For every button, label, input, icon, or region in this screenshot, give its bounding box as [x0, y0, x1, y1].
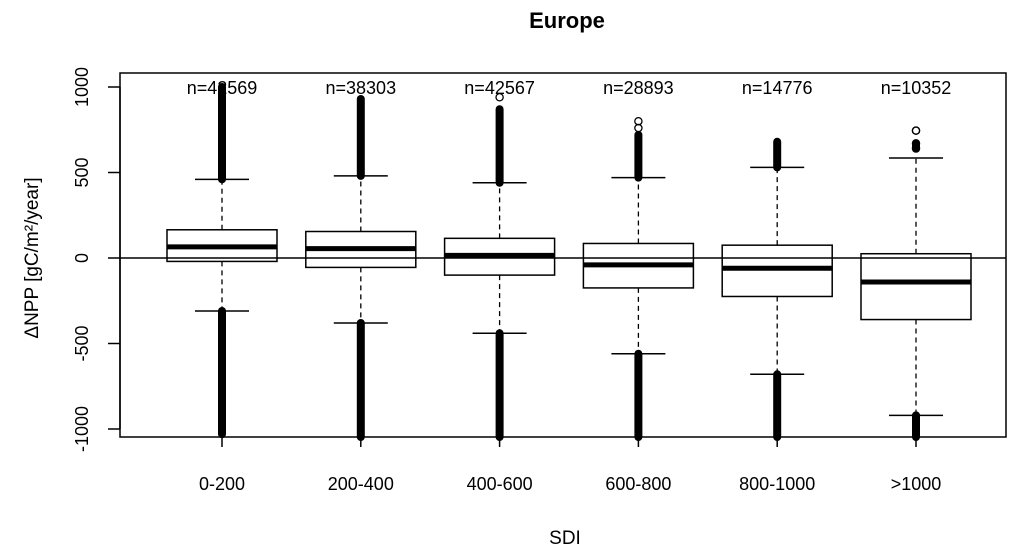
y-tick-label: -1000 — [72, 406, 92, 452]
plot-frame — [119, 72, 1007, 438]
box-group — [305, 94, 417, 441]
sample-size-label: n=42567 — [464, 78, 535, 98]
x-tick-label: >1000 — [891, 474, 942, 494]
boxes — [166, 83, 972, 441]
x-tick-label: 800-1000 — [739, 474, 815, 494]
x-axis-label: SDI — [549, 528, 581, 549]
sample-size-labels: n=42569 n=38303 n=42567 n=28893 n=14776 n=103… — [187, 78, 952, 98]
y-axis: -1000 -500 0 500 1000 — [72, 67, 121, 452]
chart-title: Europe — [529, 8, 605, 33]
y-tick-label: 500 — [72, 157, 92, 187]
y-axis-label: ΔNPP [gC/m²/year] — [22, 177, 43, 338]
outlier-point — [634, 123, 643, 133]
x-tick-label: 0-200 — [199, 474, 245, 494]
iqr-box — [860, 252, 972, 321]
x-tick-label: 200-400 — [328, 474, 394, 494]
sample-size-label: n=28893 — [603, 78, 674, 98]
box-group — [443, 93, 556, 441]
outlier-point — [911, 144, 921, 153]
x-tick-label: 600-800 — [605, 474, 671, 494]
sample-size-label: n=14776 — [742, 78, 813, 98]
outlier-point — [634, 116, 643, 126]
outlier-point — [911, 126, 921, 135]
box-group — [860, 126, 972, 441]
box-group — [582, 116, 695, 441]
outlier-point — [911, 139, 921, 148]
sample-size-label: n=42569 — [187, 78, 258, 98]
y-tick-label: 0 — [72, 253, 92, 263]
x-tick-label: 400-600 — [467, 474, 533, 494]
sample-size-label: n=38303 — [326, 78, 397, 98]
box-group — [166, 83, 278, 439]
sample-size-label: n=10352 — [881, 78, 952, 98]
iqr-box — [721, 244, 833, 298]
y-tick-label: 1000 — [72, 67, 92, 107]
outlier-point — [495, 93, 504, 102]
y-tick-label: -500 — [72, 325, 92, 361]
x-axis: 0-200 200-400 400-600 600-800 800-1000 >1000 — [199, 437, 941, 494]
box-group — [721, 137, 833, 441]
